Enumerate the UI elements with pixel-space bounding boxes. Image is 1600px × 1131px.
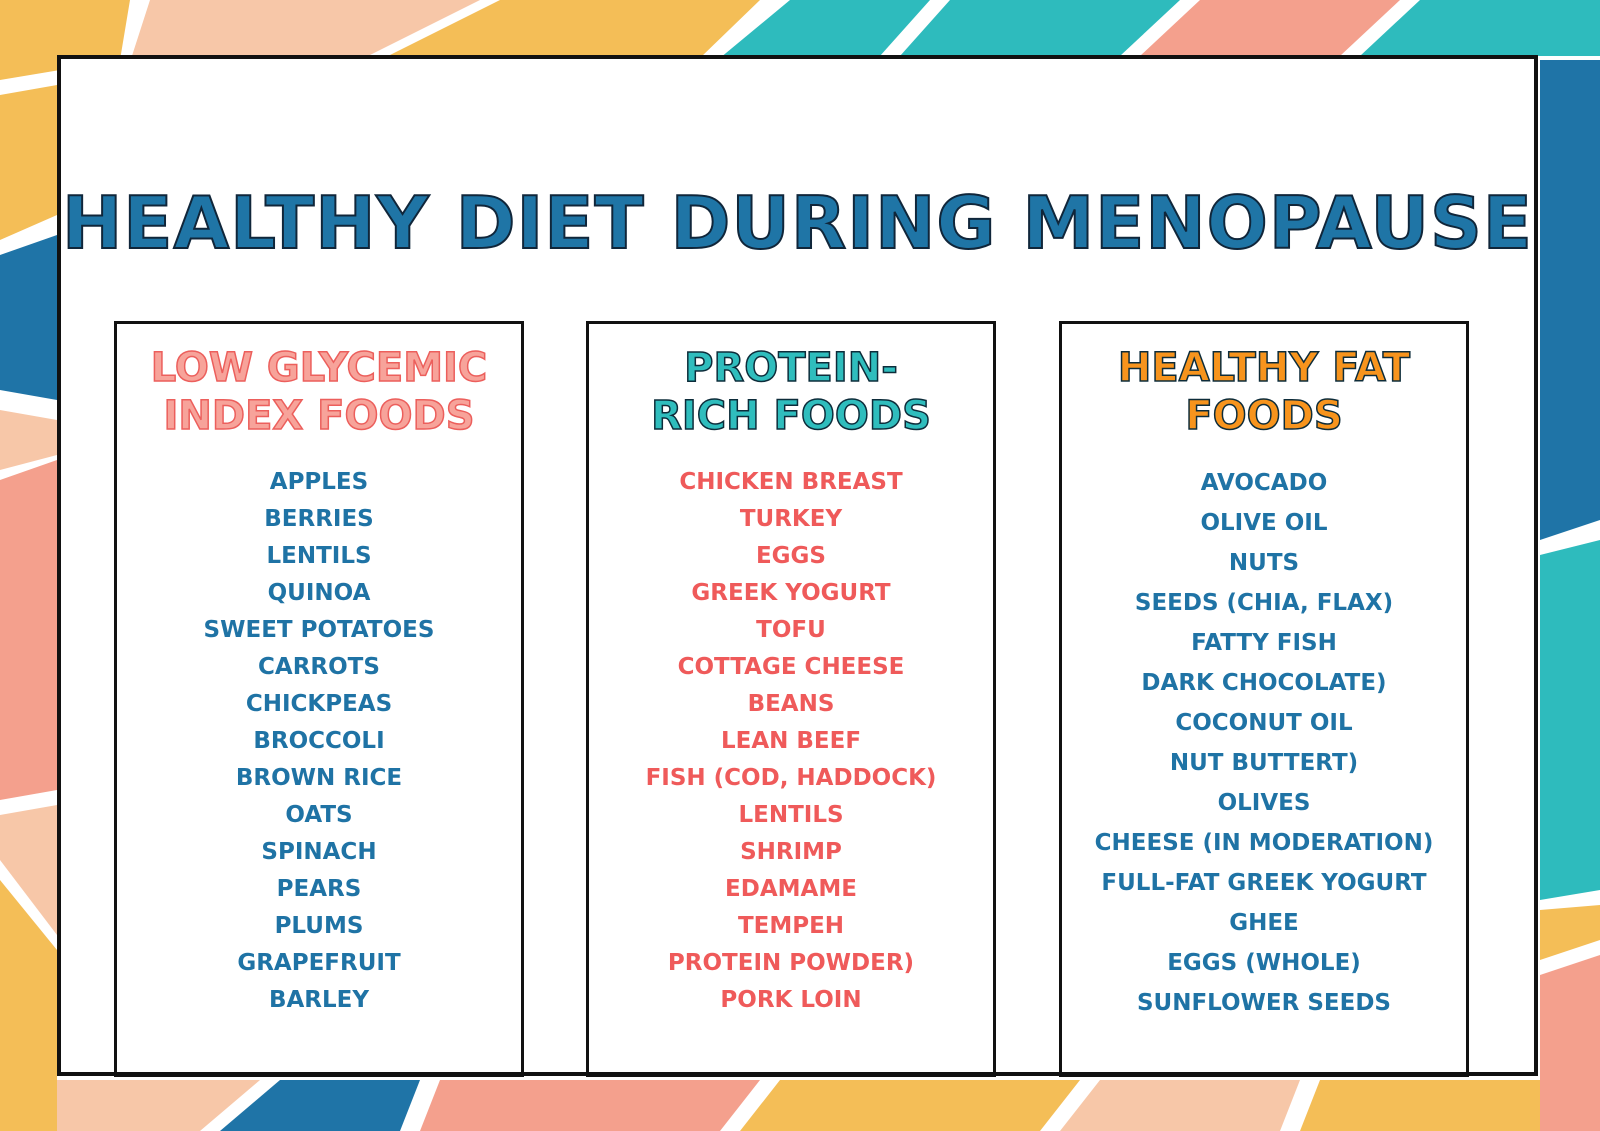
column-heading-healthy-fat: HEALTHY FAT FOODS <box>1117 344 1411 440</box>
food-item: NUT BUTTERT) <box>1169 750 1359 776</box>
column-heading-protein-rich: PROTEIN- RICH FOODS <box>650 344 931 440</box>
food-item: CHICKPEAS <box>245 691 393 717</box>
menu-card: HEALTHY DIET DURING MENOPAUSE LOW GLYCEM… <box>57 55 1538 1077</box>
food-item: PEARS <box>276 876 362 902</box>
food-item: FISH (COD, HADDOCK) <box>645 765 937 791</box>
food-item: COTTAGE CHEESE <box>677 654 905 680</box>
food-item: FULL-FAT GREEK YOGURT <box>1101 870 1427 896</box>
food-item: COCONUT OIL <box>1175 710 1353 736</box>
food-item: TEMPEH <box>737 913 845 939</box>
food-item: GREEK YOGURT <box>691 580 891 606</box>
food-item: LENTILS <box>738 802 844 828</box>
food-list-low-glycemic: APPLES BERRIES LENTILS QUINOA SWEET POTATOES… <box>117 464 521 1019</box>
food-list-protein-rich: CHICKEN BREAST TURKEY EGGS GREEK YOGURT TOFU… <box>589 464 993 1019</box>
food-item: BEANS <box>747 691 835 717</box>
food-item: OATS <box>285 802 353 828</box>
food-list-healthy-fat: AVOCADO OLIVE OIL NUTS SEEDS (CHIA, FLAX) FA… <box>1062 463 1466 1023</box>
food-item: DARK CHOCOLATE) <box>1141 670 1387 696</box>
column-protein-rich: PROTEIN- RICH FOODS CHICKEN BREAST TURKEY… <box>586 321 996 1077</box>
food-item: BARLEY <box>268 987 370 1013</box>
food-item: FATTY FISH <box>1191 630 1337 656</box>
food-item: TOFU <box>756 617 826 643</box>
food-item: EGGS (WHOLE) <box>1167 950 1361 976</box>
food-item: LEAN BEEF <box>720 728 862 754</box>
food-item: BROWN RICE <box>235 765 403 791</box>
food-item: NUTS <box>1228 550 1300 576</box>
food-item: GHEE <box>1229 910 1299 936</box>
column-heading-low-glycemic: LOW GLYCEMIC INDEX FOODS <box>150 344 488 440</box>
food-item: APPLES <box>269 469 369 495</box>
food-item: TURKEY <box>739 506 843 532</box>
food-item: CHEESE (IN MODERATION) <box>1094 830 1434 856</box>
food-item: EGGS <box>755 543 827 569</box>
food-item: EDAMAME <box>725 876 857 902</box>
food-item: BERRIES <box>264 506 374 532</box>
food-item: AVOCADO <box>1200 470 1328 496</box>
food-item: QUINOA <box>267 580 371 606</box>
food-item: GRAPEFRUIT <box>237 950 401 976</box>
food-item: SHRIMP <box>740 839 842 865</box>
food-item: PORK LOIN <box>720 987 862 1013</box>
food-item: PLUMS <box>274 913 364 939</box>
food-item: SWEET POTATOES <box>203 617 435 643</box>
column-low-glycemic: LOW GLYCEMIC INDEX FOODS APPLES BERRIES LE… <box>114 321 524 1077</box>
food-item: PROTEIN POWDER) <box>667 950 915 976</box>
food-item: SUNFLOWER SEEDS <box>1136 990 1392 1016</box>
food-item: CARROTS <box>258 654 380 680</box>
column-healthy-fat: HEALTHY FAT FOODS AVOCADO OLIVE OIL NUTS SE… <box>1059 321 1469 1077</box>
food-item: LENTILS <box>266 543 372 569</box>
food-item: SEEDS (CHIA, FLAX) <box>1134 590 1394 616</box>
page-title: HEALTHY DIET DURING MENOPAUSE <box>61 181 1533 265</box>
food-item: SPINACH <box>261 839 377 865</box>
food-item: BROCCOLI <box>253 728 385 754</box>
food-item: OLIVE OIL <box>1200 510 1328 536</box>
food-item: CHICKEN BREAST <box>679 469 903 495</box>
food-item: OLIVES <box>1217 790 1311 816</box>
